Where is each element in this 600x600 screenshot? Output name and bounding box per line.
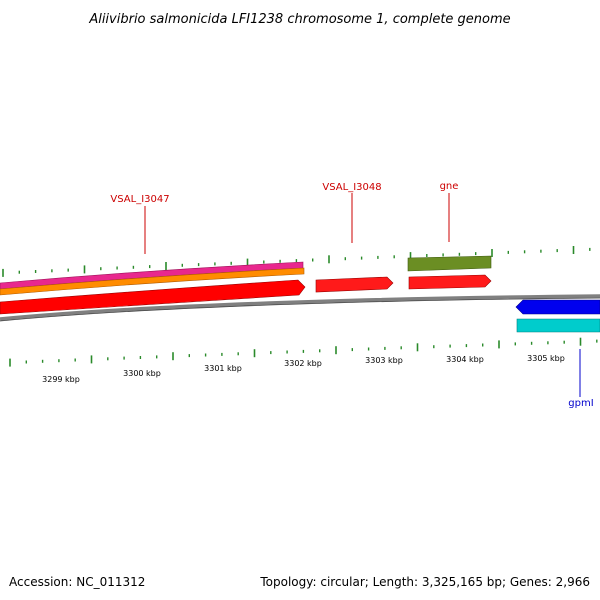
- gene-band-gne[interactable]: [407, 255, 492, 272]
- cds-arrow-gne[interactable]: [408, 274, 492, 290]
- gene-label-vsal-i3048[interactable]: VSAL_I3048: [322, 182, 381, 193]
- gene-label-gpmi[interactable]: gpmI: [568, 398, 593, 409]
- kbp-label-3301: 3301 kbp: [204, 364, 242, 373]
- gene-labels: VSAL_I3047 VSAL_I3048 gne gpmI: [110, 181, 593, 409]
- feature-tracks: [0, 255, 600, 333]
- genome-backbone: [0, 294, 600, 321]
- kbp-label-3300: 3300 kbp: [123, 369, 161, 378]
- kbp-label-3305: 3305 kbp: [527, 354, 565, 363]
- gene-label-gne[interactable]: gne: [440, 181, 459, 192]
- kbp-label-3303: 3303 kbp: [365, 356, 403, 365]
- accession-text: Accession: NC_011312: [9, 575, 145, 589]
- kbp-scale-labels: 3299 kbp 3300 kbp 3301 kbp 3302 kbp 3303…: [42, 354, 565, 384]
- map-title: Aliivibrio salmonicida LFI1238 chromosom…: [88, 12, 510, 27]
- kbp-label-3299: 3299 kbp: [42, 375, 80, 384]
- genome-summary-text: Topology: circular; Length: 3,325,165 bp…: [259, 575, 590, 589]
- cds-arrow-vsal-i3048[interactable]: [315, 276, 394, 293]
- kbp-label-3304: 3304 kbp: [446, 355, 484, 364]
- gene-band-gpmi[interactable]: [516, 318, 600, 333]
- backbone-shadow: [0, 297, 600, 322]
- cds-arrow-vsal-i3047[interactable]: [0, 279, 306, 315]
- inner-tick-ring: [9, 337, 598, 367]
- cds-arrow-gpmi[interactable]: [515, 299, 600, 315]
- gene-label-vsal-i3047[interactable]: VSAL_I3047: [110, 194, 169, 205]
- outer-tick-ring: [2, 246, 591, 277]
- kbp-label-3302: 3302 kbp: [284, 359, 322, 368]
- orange-feature-band[interactable]: [0, 267, 305, 296]
